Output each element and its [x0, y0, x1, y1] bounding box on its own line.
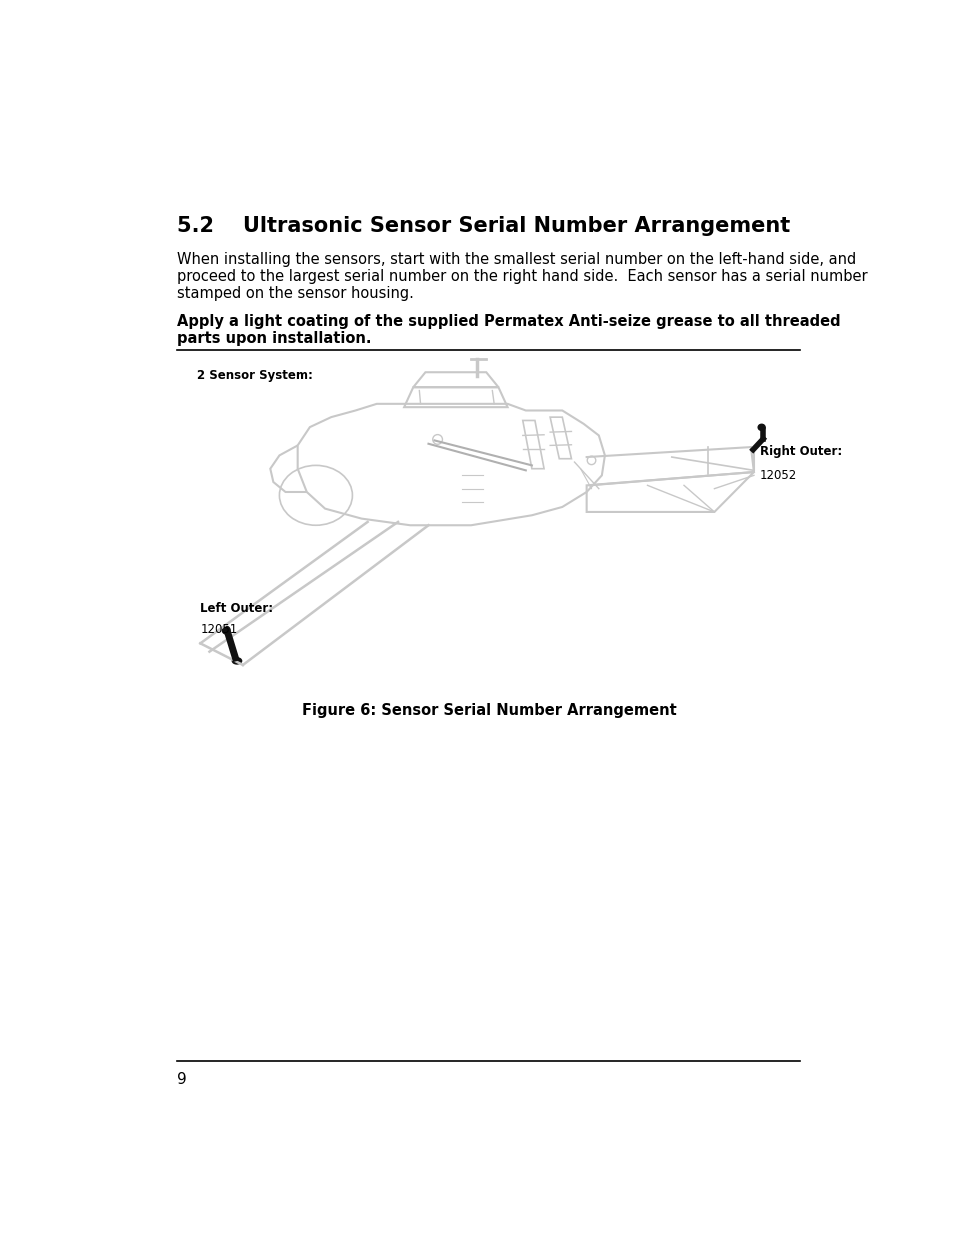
Text: 5.2    Ultrasonic Sensor Serial Number Arrangement: 5.2 Ultrasonic Sensor Serial Number Arra…	[177, 216, 790, 236]
Text: proceed to the largest serial number on the right hand side.  Each sensor has a : proceed to the largest serial number on …	[177, 269, 867, 284]
Text: 2 Sensor System:: 2 Sensor System:	[197, 369, 313, 382]
Text: Left Outer:: Left Outer:	[200, 601, 274, 615]
Text: 9: 9	[177, 1072, 187, 1087]
Text: 12051: 12051	[200, 624, 237, 636]
Text: parts upon installation.: parts upon installation.	[177, 331, 372, 346]
Ellipse shape	[222, 626, 230, 634]
Text: 12052: 12052	[760, 469, 797, 482]
Text: Apply a light coating of the supplied Permatex Anti-seize grease to all threaded: Apply a light coating of the supplied Pe…	[177, 314, 841, 329]
Ellipse shape	[758, 425, 764, 431]
Text: stamped on the sensor housing.: stamped on the sensor housing.	[177, 287, 414, 301]
Text: Figure 6: Sensor Serial Number Arrangement: Figure 6: Sensor Serial Number Arrangeme…	[301, 703, 676, 718]
Ellipse shape	[233, 658, 241, 664]
Text: When installing the sensors, start with the smallest serial number on the left-h: When installing the sensors, start with …	[177, 252, 856, 267]
Text: Right Outer:: Right Outer:	[760, 446, 841, 458]
